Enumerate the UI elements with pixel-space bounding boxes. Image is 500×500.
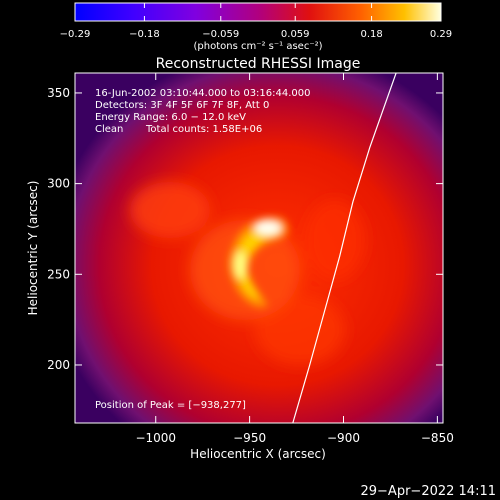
y-tick-label: 200: [47, 358, 70, 372]
x-axis-label: Heliocentric X (arcsec): [190, 447, 326, 461]
annotation-clean: Clean: [95, 124, 123, 135]
colorbar-tick-label: 0.059: [281, 29, 310, 40]
annotation-total-counts: Total counts: 1.58E+06: [145, 124, 262, 135]
colorbar-unit-label: (photons cm⁻² s⁻¹ asec⁻²): [193, 41, 322, 52]
colorbar-tick-label: 0.18: [360, 29, 382, 40]
plot-frame: [74, 72, 444, 424]
colorbar-ticks: −0.29 −0.18 −0.059 0.059 0.18 0.29: [60, 2, 452, 40]
colorbar-tick-label: −0.059: [202, 29, 239, 40]
annotation-peak-position: Position of Peak = [−938,277]: [95, 400, 246, 411]
chart-title: Reconstructed RHESSI Image: [156, 56, 361, 72]
axis-ticks: −1000 −950 −900 −850 200 250 300 350: [47, 73, 454, 445]
colorbar: [75, 3, 441, 21]
x-tick-label: −900: [327, 431, 360, 445]
heatmap-image: [75, 73, 443, 423]
y-tick-label: 350: [47, 86, 70, 100]
annotation-energy-range: Energy Range: 6.0 − 12.0 keV: [95, 112, 246, 123]
flare-source: [228, 216, 289, 308]
annotation-detectors: Detectors: 3F 4F 5F 6F 7F 8F, Att 0: [95, 100, 269, 111]
colorbar-tick-label: −0.18: [129, 29, 160, 40]
annotation-time-range: 16-Jun-2002 03:10:44.000 to 03:16:44.000: [95, 88, 311, 99]
colorbar-tick-label: −0.29: [60, 29, 91, 40]
solar-limb-curve: [292, 73, 397, 423]
colorbar-tick-label: 0.29: [430, 29, 452, 40]
y-axis-label: Heliocentric Y (arcsec): [26, 181, 40, 316]
x-tick-label: −950: [233, 431, 266, 445]
y-tick-label: 250: [47, 267, 70, 281]
footer-timestamp: 29−Apr−2022 14:11: [361, 484, 497, 499]
x-tick-label: −850: [421, 431, 454, 445]
colorbar-frame: [74, 2, 442, 22]
x-tick-label: −1000: [135, 431, 176, 445]
y-tick-label: 300: [47, 177, 70, 191]
